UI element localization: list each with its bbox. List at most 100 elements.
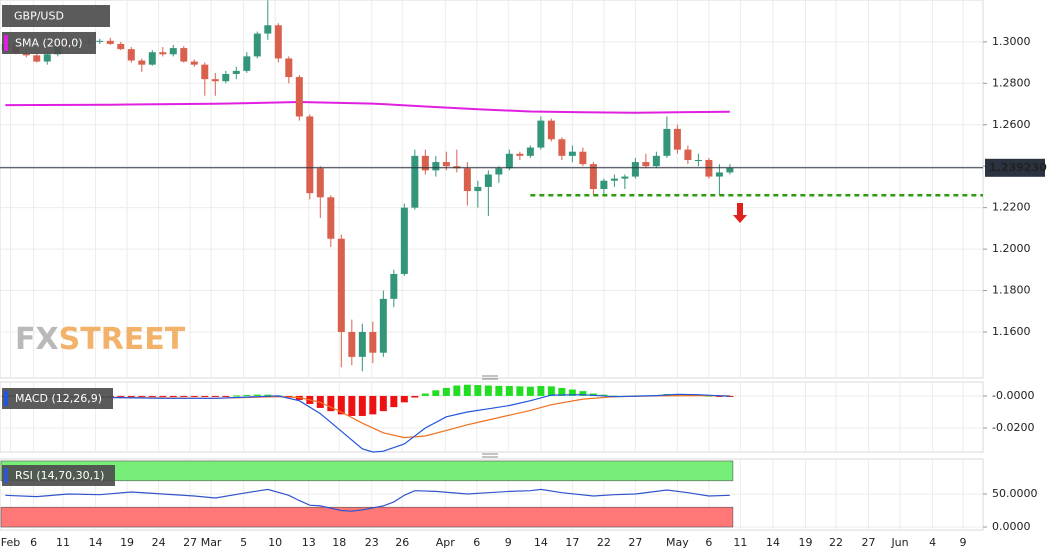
candle-body bbox=[369, 331, 377, 353]
macd-line bbox=[5, 393, 730, 453]
candle-body bbox=[222, 73, 230, 82]
candle-body bbox=[274, 25, 282, 59]
candle-body bbox=[453, 166, 461, 169]
candle-body bbox=[285, 58, 293, 78]
candle-body bbox=[558, 139, 566, 156]
oversold-band bbox=[0, 506, 734, 528]
candle-body bbox=[537, 120, 545, 148]
histogram-bar bbox=[159, 395, 167, 397]
x-tick-label: 6 bbox=[473, 536, 480, 549]
histogram-bar bbox=[117, 395, 125, 397]
histogram-bar bbox=[348, 395, 356, 416]
down-arrow bbox=[733, 203, 747, 223]
x-tick-label: 27 bbox=[183, 536, 197, 549]
candle-body bbox=[295, 77, 303, 117]
watermark: FXSTREET bbox=[15, 322, 186, 357]
candle-body bbox=[148, 52, 156, 65]
histogram-bar bbox=[264, 394, 272, 396]
histogram-bar bbox=[547, 386, 555, 396]
histogram-bar bbox=[337, 395, 345, 415]
legend-box bbox=[2, 32, 96, 54]
x-tick-label: 27 bbox=[628, 536, 642, 549]
histogram-bar bbox=[726, 395, 734, 397]
candle-body bbox=[106, 40, 114, 44]
y-tick-label: 50.0000 bbox=[992, 487, 1038, 500]
candle-body bbox=[127, 49, 135, 61]
candle-body bbox=[327, 197, 335, 239]
histogram-bar bbox=[505, 386, 513, 396]
sma-label: SMA (200,0) bbox=[15, 37, 83, 50]
candle-body bbox=[526, 147, 534, 156]
x-tick-label: Jun bbox=[890, 536, 908, 549]
y-tick-label: -0.0200 bbox=[992, 421, 1034, 434]
x-tick-label: 9 bbox=[505, 536, 512, 549]
price-panel bbox=[0, 0, 984, 379]
candle-body bbox=[43, 54, 51, 62]
marks-layer: Feb 6 11 14 19 24 27 Mar 5 10 13 18 23 26 Apr 6 9 14 17 22 2… bbox=[0, 0, 1047, 549]
candle-body bbox=[253, 33, 261, 57]
signal-line bbox=[5, 394, 730, 439]
x-tick-label: 14 bbox=[766, 536, 780, 549]
x-tick-label: Mar bbox=[201, 536, 222, 549]
x-tick-label: 9 bbox=[960, 536, 967, 549]
candle-body bbox=[642, 162, 650, 167]
x-tick-label: Apr bbox=[436, 536, 456, 549]
histogram-bar bbox=[673, 394, 681, 396]
candle-body bbox=[316, 168, 324, 198]
candle-body bbox=[159, 52, 167, 55]
y-tick-label: -0.0000 bbox=[992, 389, 1034, 402]
separator-handle bbox=[482, 375, 498, 458]
x-tick-label: 5 bbox=[240, 536, 247, 549]
candle-body bbox=[400, 207, 408, 274]
histogram-bar bbox=[358, 395, 366, 416]
last-price-label: 1.239230 bbox=[989, 161, 1047, 174]
histogram-bar bbox=[558, 387, 566, 396]
candle-body bbox=[547, 120, 555, 140]
candle-body bbox=[337, 238, 345, 332]
candle-body bbox=[169, 48, 177, 55]
histogram-bar bbox=[222, 395, 230, 397]
candle-body bbox=[96, 40, 104, 42]
histogram-bar bbox=[127, 395, 135, 397]
histogram-bar bbox=[516, 386, 524, 396]
y-tick-label: 1.1600 bbox=[992, 325, 1031, 338]
x-tick-label: 11 bbox=[56, 536, 70, 549]
candle-body bbox=[117, 43, 125, 50]
candle-body bbox=[652, 155, 660, 167]
x-tick-label: 4 bbox=[929, 536, 936, 549]
candle-body bbox=[432, 162, 440, 171]
y-tick-label: 1.3000 bbox=[992, 35, 1031, 48]
x-tick-label: 10 bbox=[268, 536, 282, 549]
candle-body bbox=[243, 56, 251, 71]
x-tick-label: 6 bbox=[30, 536, 37, 549]
candle-body bbox=[474, 186, 482, 192]
candle-body bbox=[673, 128, 681, 150]
histogram-bar bbox=[138, 395, 146, 397]
x-tick-label: 13 bbox=[302, 536, 316, 549]
y-tick-label: 1.2600 bbox=[992, 118, 1031, 131]
candle-body bbox=[694, 159, 702, 161]
x-tick-label: 22 bbox=[597, 536, 611, 549]
x-tick-label: 14 bbox=[534, 536, 548, 549]
histogram-bar bbox=[537, 386, 545, 396]
histogram-bar bbox=[190, 395, 198, 397]
x-tick-label: 26 bbox=[395, 536, 409, 549]
sma-line bbox=[5, 100, 730, 114]
histogram-bar bbox=[379, 395, 387, 412]
x-tick-label: 19 bbox=[799, 536, 813, 549]
histogram-bar bbox=[495, 385, 503, 396]
candle-body bbox=[138, 60, 146, 65]
candle-body bbox=[684, 149, 692, 160]
candle-body bbox=[621, 176, 629, 179]
x-tick-label: 27 bbox=[862, 536, 876, 549]
histogram-bar bbox=[579, 391, 587, 396]
y-tick-label: 1.1800 bbox=[992, 284, 1031, 297]
candle-body bbox=[495, 168, 503, 175]
candle-body bbox=[358, 331, 366, 357]
histogram-bar bbox=[211, 395, 219, 397]
histogram-bar bbox=[201, 395, 209, 397]
x-tick-label: Feb bbox=[1, 536, 20, 549]
legend-box bbox=[2, 465, 115, 486]
histogram-bar bbox=[232, 395, 240, 397]
